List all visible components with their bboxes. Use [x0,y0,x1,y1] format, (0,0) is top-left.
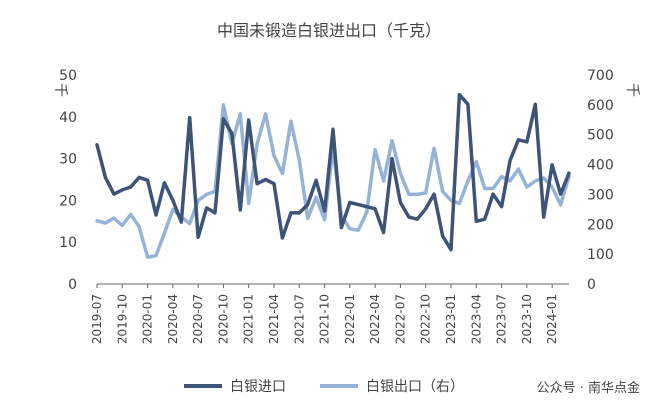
right-tick-label: 700 [587,68,614,84]
left-tick-label: 40 [59,110,77,126]
x-tick-label: 2020-04 [166,294,180,344]
x-axis-ticks: 2019-07 2019-10 2020-01 2020-04 2020-07 2020-… [90,284,559,344]
left-axis-ticks: 0 10 20 30 40 50 [59,68,77,293]
right-tick-label: 600 [587,98,614,114]
x-tick-label: 2023-07 [495,294,509,344]
x-tick-label: 2020-01 [141,294,155,344]
x-tick-label: 2021-01 [242,294,256,344]
left-tick-label: 20 [59,193,77,209]
series-lines [95,92,571,259]
x-tick-label: 2023-01 [444,294,458,344]
left-tick-label: 50 [59,68,77,84]
x-tick-label: 2021-04 [267,294,281,344]
x-tick-label: 2022-01 [343,294,357,344]
x-tick-label: 2024-01 [545,294,559,344]
left-axis-unit: 千 [52,83,68,97]
right-tick-label: 200 [587,217,614,233]
x-tick-label: 2023-04 [469,294,483,344]
x-tick-label: 2020-10 [216,294,230,344]
x-tick-label: 2021-07 [292,294,306,344]
legend-label: 白银出口（右） [366,379,464,395]
right-axis-ticks: 0 100 200 300 400 500 600 700 [587,68,614,293]
right-tick-label: 400 [587,158,614,174]
chart-title: 中国未锻造白银进出口（千克） [217,21,441,40]
x-tick-label: 2019-10 [115,294,129,344]
x-tick-label: 2020-07 [191,294,205,344]
x-tick-label: 2022-07 [393,294,407,344]
series-line-import [95,92,571,252]
legend-label: 白银进口 [230,379,286,395]
x-tick-label: 2022-04 [368,294,382,344]
left-tick-label: 30 [59,152,77,168]
x-tick-label: 2023-10 [520,294,534,344]
x-tick-label: 2021-10 [318,294,332,344]
right-tick-label: 0 [587,277,596,293]
x-tick-label: 2022-10 [419,294,433,344]
right-tick-label: 100 [587,247,614,263]
left-tick-label: 10 [59,235,77,251]
right-axis-unit: 千 [624,83,640,97]
right-tick-label: 300 [587,187,614,203]
legend: 白银进口 白银出口（右） [184,379,464,395]
right-tick-label: 500 [587,128,614,144]
watermark-text: 公众号 · 南华点金 [537,380,640,396]
x-tick-label: 2019-07 [90,294,104,344]
left-tick-label: 0 [68,277,77,293]
